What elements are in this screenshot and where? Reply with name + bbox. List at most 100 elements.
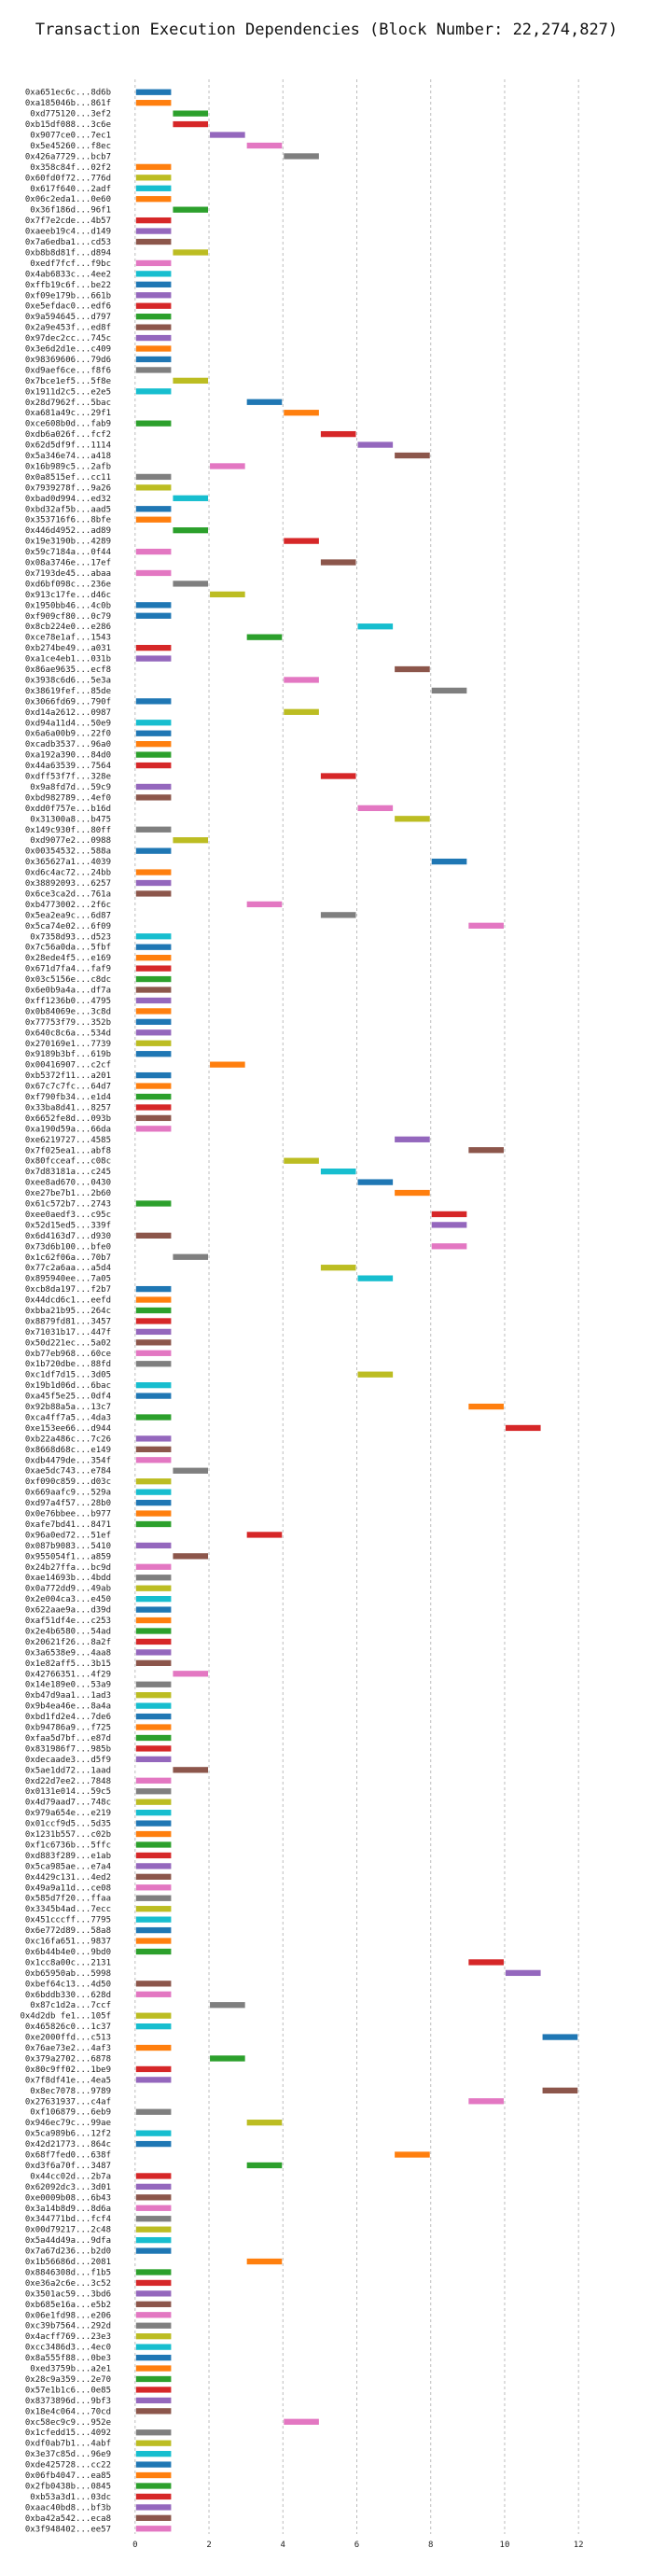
y-tick-label: 0x3501ac59...3bd6	[25, 2289, 111, 2299]
bar	[135, 698, 172, 705]
y-tick-label: 0x67c7c7fc...64d7	[25, 1083, 111, 1092]
bar	[135, 1681, 172, 1687]
y-tick-label: 0x451cccff...7795	[25, 1916, 111, 1925]
bar	[135, 2012, 172, 2019]
y-tick-label: 0xff1236b0...4795	[25, 997, 111, 1006]
bar	[135, 944, 172, 950]
y-tick-label: 0x3f948402...ee57	[25, 2525, 111, 2534]
y-tick-label: 0x44dcd6c1...eefd	[25, 1296, 111, 1306]
y-tick-label: 0x0a8515ef...cc11	[25, 473, 111, 483]
bar	[395, 1136, 430, 1142]
bar	[135, 987, 172, 993]
bar	[135, 473, 172, 481]
y-tick-label: 0xe6219727...4585	[25, 1136, 111, 1145]
y-tick-label: 0x62092dc3...3d01	[25, 2183, 111, 2192]
y-tick-label: 0xb47d9aa1...1ad3	[25, 1691, 111, 1701]
y-tick-label: 0xc39b7564...292d	[25, 2322, 111, 2331]
y-tick-label: 0xf1c6736b...5ffc	[25, 1841, 111, 1850]
bar	[135, 2183, 172, 2191]
bar	[135, 1446, 172, 1452]
bar	[210, 132, 245, 138]
x-tick-label: 2	[206, 2541, 211, 2550]
bar	[135, 1692, 172, 1699]
bar	[135, 847, 172, 854]
y-tick-label: 0x1cfedd15...4092	[25, 2429, 111, 2438]
bar	[135, 1510, 172, 1517]
bar	[135, 1649, 172, 1656]
x-tick-label: 6	[354, 2541, 359, 2550]
y-tick-label: 0x6b44b4e0...9bd0	[25, 1948, 111, 1957]
y-tick-label: 0x1b720dbe...88fd	[25, 1360, 111, 1369]
bar	[135, 2269, 172, 2275]
y-tick-label: 0x1c62f06a...70b7	[25, 1253, 111, 1263]
bar	[135, 1575, 172, 1581]
bar	[135, 612, 172, 619]
bar	[135, 2387, 172, 2393]
y-tick-label: 0x16b989c5...2afb	[25, 462, 111, 471]
bar	[135, 334, 172, 342]
y-tick-label: 0x28ede4f5...e169	[25, 954, 111, 963]
y-tick-label: 0x7a6edba1...cd53	[25, 238, 111, 247]
y-tick-label: 0x42d21773...864c	[25, 2140, 111, 2149]
bar	[173, 581, 209, 587]
bar	[135, 1745, 172, 1752]
bar	[135, 302, 172, 309]
bar	[135, 1008, 172, 1015]
bar	[135, 100, 172, 106]
bar	[284, 538, 319, 544]
y-tick-label: 0xe36a2c6e...3c52	[25, 2279, 111, 2289]
y-tick-label: 0x06fb4047...ea85	[25, 2471, 111, 2481]
y-tick-label: 0x5a44d49a...9dfa	[25, 2236, 111, 2246]
y-tick-label: 0x4d79aad7...748c	[25, 1799, 111, 1808]
y-tick-label: 0xd9077e2...0988	[30, 836, 111, 846]
bar	[135, 175, 172, 181]
y-tick-label: 0xe27be7b1...2b60	[25, 1189, 111, 1198]
y-tick-label: 0x28d7962f...5bac	[25, 399, 111, 408]
y-tick-label: 0xae14693b...4bdd	[25, 1574, 111, 1583]
y-tick-label: 0x2a9e453f...ed8f	[25, 324, 111, 333]
y-tick-label: 0x5e45260...f8ec	[30, 142, 111, 151]
y-tick-label: 0xa45f5e25...0df4	[25, 1393, 111, 1402]
bar	[135, 879, 172, 887]
bar	[135, 163, 172, 171]
y-tick-label: 0x20621f26...8a2f	[25, 1638, 111, 1647]
y-tick-label: 0x9077ce0...7ec1	[30, 132, 111, 141]
bar	[468, 2098, 504, 2105]
bar	[135, 1478, 172, 1485]
bar	[173, 837, 209, 844]
y-tick-label: 0xedf7fcf...f9bc	[30, 259, 111, 269]
y-tick-label: 0x955054f1...a859	[25, 1552, 111, 1561]
bar	[135, 1040, 172, 1046]
y-tick-label: 0x8373896d...9bf3	[25, 2397, 111, 2406]
y-tick-label: 0x7f7e2cde...4b57	[25, 217, 111, 226]
y-tick-label: 0xb65950ab...5998	[25, 1969, 111, 1979]
bar	[173, 1467, 209, 1474]
y-tick-label: 0x6bddb330...628d	[25, 1991, 111, 2000]
y-tick-label: 0xa192a390...84d0	[25, 751, 111, 761]
y-tick-label: 0x3066fd69...790f	[25, 697, 111, 707]
bar	[320, 912, 356, 918]
bar	[395, 816, 430, 822]
y-tick-label: 0xc1df7d15...3d05	[25, 1371, 111, 1380]
bar	[284, 410, 319, 416]
bar	[135, 2365, 172, 2372]
bar	[135, 1852, 172, 1859]
y-tick-label: 0xcc3486d3...4ec0	[25, 2344, 111, 2353]
x-tick-label: 0	[132, 2541, 137, 2550]
y-tick-label: 0x0e76bbee...b977	[25, 1510, 111, 1519]
bar	[135, 762, 172, 769]
y-tick-label: 0x77753f79...352b	[25, 1018, 111, 1028]
bar	[210, 1061, 245, 1068]
y-tick-label: 0xcb8da197...f2b7	[25, 1285, 111, 1295]
y-tick-label: 0xbad0d994...ed32	[25, 495, 111, 504]
y-tick-label: 0xbd1fd2e4...7de6	[25, 1713, 111, 1722]
bar	[135, 2526, 172, 2532]
y-tick-label: 0xde425728...cc22	[25, 2461, 111, 2471]
bar	[173, 110, 209, 117]
y-tick-label: 0xf106879...6eb9	[30, 2108, 111, 2118]
bar	[135, 2504, 172, 2511]
y-tick-label: 0x2e004ca3...e450	[25, 1595, 111, 1604]
x-tick-label: 8	[428, 2541, 433, 2550]
bar	[173, 249, 209, 256]
